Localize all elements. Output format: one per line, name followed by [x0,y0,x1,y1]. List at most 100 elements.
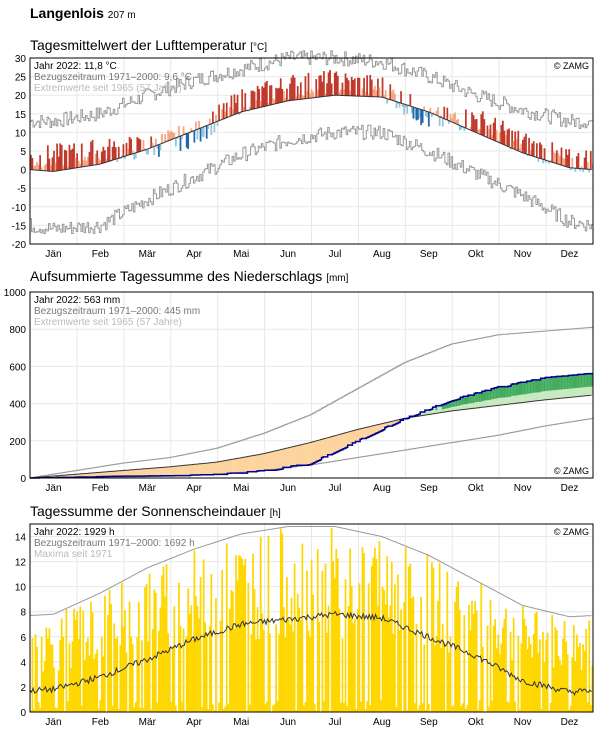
precip-wet-strong [477,392,480,402]
precip-dry-fill [367,427,370,438]
temp-day-bar [196,129,199,140]
temp-day-bar [420,109,422,126]
temp-day-bar [218,104,220,122]
precip-dry-fill [207,463,210,475]
sun-day-bar [563,621,566,712]
temp-day-bar [298,94,301,100]
precip-wet-strong [582,374,584,388]
precip-dry-fill [170,466,173,476]
y-tick-label: 20 [15,91,27,102]
sun-day-bar [312,594,315,712]
precip-dry-fill [250,456,253,472]
precip-dry-fill [199,463,202,475]
temp-day-bar [424,110,427,117]
precip-wet-strong [474,393,476,403]
sun-day-bar [451,706,453,712]
precip-dry-fill [158,467,160,476]
precip-dry-fill [352,430,355,443]
sun-day-bar [517,635,520,712]
sun-day-bar [358,583,361,712]
precip-dry-fill [249,456,251,472]
precip-dry-fill [90,473,92,477]
plot-frame [29,523,594,713]
temp-day-bar [495,130,498,142]
precip-wet-strong [506,386,509,398]
sun-day-bar [313,703,316,712]
sun-day-bar [104,595,106,712]
precip-dry-fill [269,452,271,471]
temp-day-bar [161,133,163,144]
precip-dry-fill [247,456,250,472]
sun-day-bar [463,615,466,712]
temperature-unit: [°C] [250,42,267,53]
sun-day-bar [187,588,190,712]
sun-day-bar [71,641,74,712]
sun-day-bar [57,670,60,712]
x-tick-label: Jän [45,483,61,494]
temp-day-bar [539,142,541,159]
temp-day-bar [532,141,535,157]
temp-day-bar [107,146,109,162]
temp-day-bar [264,82,267,107]
legend-normal: Bezugszeitraum 1971–2000: 1692 h [34,538,195,549]
x-tick-label: Jän [45,249,61,260]
precip-dry-fill [181,465,183,476]
precip-dry-fill [307,443,310,465]
temp-day-bar [475,119,478,133]
temp-max-line [30,50,593,129]
temp-day-bar [480,114,483,135]
sun-day-bar [249,704,251,712]
precip-dry-fill [212,462,214,475]
sun-day-bar [529,643,532,712]
precip-wet-strong [500,386,503,398]
temp-day-bar [48,158,51,172]
sun-day-bar [421,703,424,712]
precip-dry-fill [225,460,228,475]
precip-dry-fill [60,475,63,478]
sun-day-bar [557,655,560,712]
y-tick-label: 30 [15,54,27,65]
sun-day-bar [219,620,222,712]
temp-day-bar [333,73,336,96]
sun-day-bar [518,709,521,712]
precip-wet-strong [579,374,581,388]
temp-day-bar [454,112,456,124]
precip-wet-strong [589,373,592,387]
sun-day-bar [489,599,492,712]
temp-day-bar [463,127,466,132]
sun-day-bar [79,606,82,712]
precip-dry-fill [133,469,136,477]
sun-day-bar [431,562,433,712]
sun-day-bar [97,708,100,712]
temp-day-bar [309,93,311,99]
precip-dry-fill [395,420,398,424]
precip-dry-fill [321,439,324,458]
precip-dry-fill [397,420,399,424]
sun-day-bar [468,604,470,712]
precip-wet-strong [485,390,487,401]
sun-day-bar [107,614,109,712]
sun-day-bar [355,708,358,712]
sun-day-bar [210,573,213,712]
sun-day-bar [91,612,94,712]
sun-day-bar [589,705,592,712]
temp-day-bar [392,89,395,101]
precip-wet-strong [461,397,464,405]
sun-day-bar [488,706,490,712]
precip-wet-strong [539,379,541,393]
temp-day-bar [574,168,577,172]
precip-wet-fill [423,411,426,416]
temp-day-bar [360,94,362,97]
sun-day-bar [509,632,512,712]
precip-dry-fill [245,456,248,474]
precip-wet-fill [431,409,433,415]
precip-wet-strong [512,383,515,396]
y-tick-label: -5 [17,184,26,195]
temp-day-bar [275,87,277,104]
precip-dry-fill [134,469,137,477]
sun-day-bar [37,701,40,712]
sun-day-bar [310,559,313,712]
precip-dry-fill [287,447,290,468]
precip-dry-fill [282,449,285,468]
precip-wet-strong [554,376,557,391]
